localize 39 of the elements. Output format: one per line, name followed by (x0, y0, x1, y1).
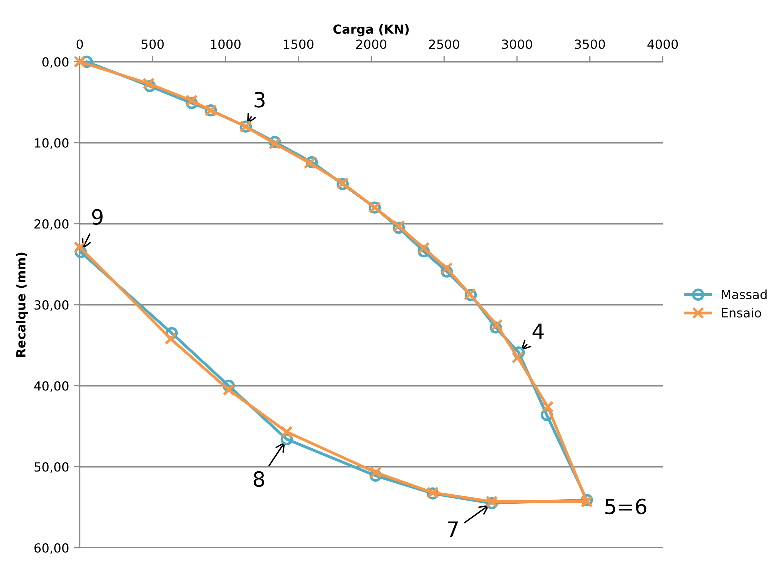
point (222, 384, 236, 396)
y-tick-label: 10,00 (35, 138, 69, 150)
x-tick-label: 4000 (648, 40, 678, 50)
x-tick-label: 1000 (211, 40, 241, 50)
point (280, 426, 294, 438)
y-tick-label: 40,00 (34, 381, 69, 392)
point (512, 352, 524, 364)
y-tick-label: 20,00 (34, 219, 69, 230)
y-tick-label: 0,00 (42, 57, 69, 68)
x-tick-label: 2000 (356, 40, 387, 50)
annotation: 8 (254, 471, 264, 488)
x-tick-label: 0 (76, 40, 84, 50)
point (74, 241, 86, 254)
x-tick-label: 500 (142, 40, 164, 50)
y-axis-title: Recalque (mm) (16, 252, 28, 358)
x-tick-label: 2500 (429, 40, 460, 50)
y-tick-label: 50,00 (34, 462, 69, 474)
point (418, 242, 430, 254)
point (542, 400, 554, 414)
point (440, 262, 454, 275)
x-tick-label: 3500 (575, 40, 606, 50)
y-tick-label: 30,00 (34, 300, 69, 312)
legend-label: Ensaio (722, 308, 762, 318)
annotation: 4 (532, 324, 544, 340)
annotation: 7 (448, 522, 458, 537)
point (490, 319, 504, 332)
legend-label: Massad (722, 290, 767, 300)
annotation: 5=6 (606, 498, 647, 515)
point (370, 466, 382, 479)
point (164, 332, 178, 346)
annotation: 3 (254, 92, 265, 108)
annotation: 9 (92, 209, 103, 226)
point (186, 94, 198, 107)
point (74, 56, 86, 68)
x-tick-label: 3000 (502, 40, 532, 50)
x-axis-title: Carga (KN) (334, 24, 409, 37)
point (142, 78, 156, 90)
x-tick-label: 1500 (284, 40, 314, 50)
y-tick-label: 60,00 (34, 543, 69, 554)
